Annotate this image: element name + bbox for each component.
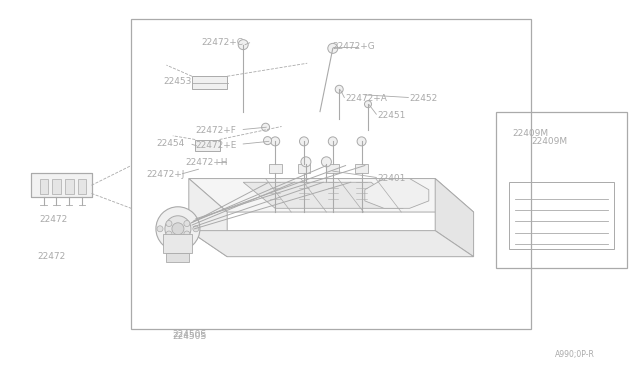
Circle shape bbox=[157, 226, 163, 232]
Bar bbox=[31, 173, 92, 197]
Circle shape bbox=[271, 137, 280, 146]
Bar bbox=[40, 179, 48, 194]
Bar bbox=[131, 19, 531, 329]
Circle shape bbox=[328, 44, 338, 53]
Text: 22472+C: 22472+C bbox=[202, 38, 244, 47]
Circle shape bbox=[264, 137, 271, 145]
Text: 22472: 22472 bbox=[37, 252, 65, 261]
Text: 22453: 22453 bbox=[163, 77, 191, 86]
Text: 22472+A: 22472+A bbox=[346, 94, 387, 103]
Circle shape bbox=[262, 123, 269, 131]
Polygon shape bbox=[189, 231, 474, 257]
Text: 22451: 22451 bbox=[378, 111, 406, 120]
Polygon shape bbox=[435, 179, 474, 257]
Bar bbox=[78, 179, 86, 194]
Bar bbox=[326, 164, 339, 173]
Polygon shape bbox=[163, 234, 192, 253]
Text: 22472+F: 22472+F bbox=[195, 126, 236, 135]
Bar bbox=[65, 179, 74, 194]
Text: 22401: 22401 bbox=[378, 174, 406, 183]
Circle shape bbox=[172, 223, 184, 235]
Text: 22472: 22472 bbox=[40, 215, 68, 224]
Bar bbox=[355, 164, 368, 173]
Text: 22472+E: 22472+E bbox=[195, 141, 237, 150]
Text: 22472+J: 22472+J bbox=[146, 170, 184, 179]
Circle shape bbox=[184, 231, 190, 237]
Bar bbox=[195, 140, 220, 151]
Circle shape bbox=[357, 137, 366, 146]
Text: 22409M: 22409M bbox=[512, 129, 548, 138]
Circle shape bbox=[166, 221, 172, 227]
Text: 22450S: 22450S bbox=[173, 332, 207, 341]
Circle shape bbox=[166, 231, 172, 237]
Bar bbox=[31, 173, 92, 197]
Bar bbox=[192, 76, 227, 89]
Circle shape bbox=[165, 216, 191, 242]
Polygon shape bbox=[243, 182, 403, 208]
Polygon shape bbox=[365, 179, 429, 208]
Circle shape bbox=[321, 157, 332, 167]
Circle shape bbox=[193, 226, 199, 232]
Circle shape bbox=[301, 157, 311, 167]
Circle shape bbox=[300, 137, 308, 146]
Text: 22409M: 22409M bbox=[531, 137, 567, 146]
Circle shape bbox=[335, 85, 343, 93]
Text: A990;0P-R: A990;0P-R bbox=[556, 350, 595, 359]
Text: 22452: 22452 bbox=[410, 94, 438, 103]
Bar bbox=[52, 179, 61, 194]
Polygon shape bbox=[189, 179, 474, 212]
Text: 22472+G: 22472+G bbox=[333, 42, 376, 51]
Bar bbox=[496, 112, 627, 268]
Bar bbox=[298, 164, 310, 173]
Text: 22472+H: 22472+H bbox=[186, 158, 228, 167]
Bar bbox=[269, 164, 282, 173]
Bar bbox=[509, 182, 614, 249]
Circle shape bbox=[184, 221, 190, 227]
Circle shape bbox=[365, 101, 371, 108]
Text: 22454: 22454 bbox=[157, 139, 185, 148]
Circle shape bbox=[156, 207, 200, 251]
Circle shape bbox=[328, 137, 337, 146]
Polygon shape bbox=[189, 179, 227, 257]
Circle shape bbox=[238, 40, 248, 49]
Polygon shape bbox=[166, 253, 189, 262]
Text: 22450S: 22450S bbox=[173, 330, 207, 339]
